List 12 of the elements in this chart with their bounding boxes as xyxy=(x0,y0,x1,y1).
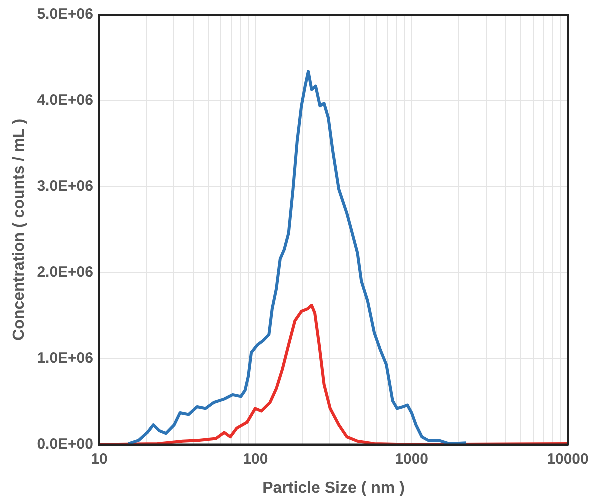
x-tick-label: 1000 xyxy=(395,450,429,468)
y-tick-label: 3.0E+06 xyxy=(37,178,94,196)
x-tick-label: 10000 xyxy=(547,450,589,468)
y-tick-label: 0.0E+00 xyxy=(37,436,94,453)
y-axis-title: Concentration ( counts / mL ) xyxy=(11,118,28,341)
y-tick-label: 1.0E+06 xyxy=(37,350,94,367)
y-tick-label: 2.0E+06 xyxy=(37,264,94,282)
y-tick-label: 4.0E+06 xyxy=(37,92,94,110)
y-tick-label: 5.0E+06 xyxy=(37,6,94,24)
x-tick-label: 100 xyxy=(243,450,268,468)
x-tick-label: 10 xyxy=(91,450,108,468)
x-axis-title: Particle Size ( nm ) xyxy=(262,480,405,497)
